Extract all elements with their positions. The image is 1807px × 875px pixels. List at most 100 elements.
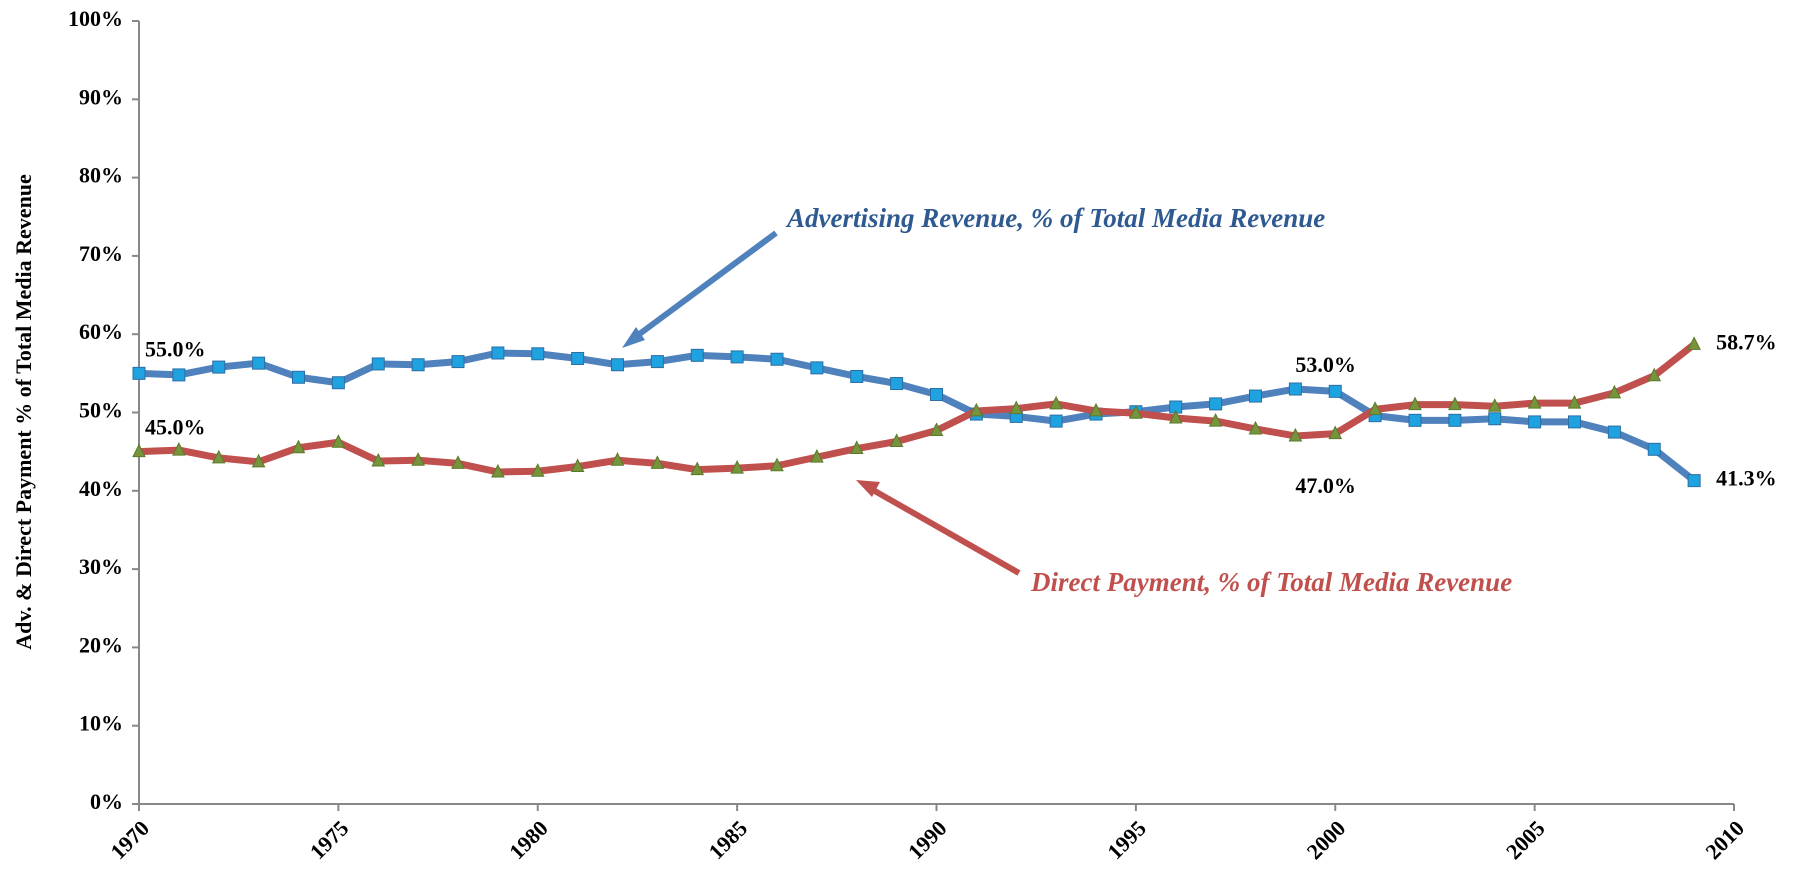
marker (1687, 474, 1701, 488)
y-tick-label: 50% (79, 398, 123, 423)
marker (291, 439, 306, 454)
x-tick-label: 2010 (1700, 815, 1749, 864)
marker (890, 377, 904, 391)
marker (650, 455, 665, 469)
marker (331, 376, 345, 390)
marker (1408, 396, 1422, 411)
marker (611, 358, 624, 372)
marker (1049, 414, 1063, 428)
marker (411, 452, 425, 466)
x-tick-label: 1970 (105, 815, 154, 864)
marker (1089, 402, 1103, 417)
marker (1607, 384, 1622, 399)
y-tick-label: 0% (90, 789, 123, 814)
marker (491, 463, 505, 478)
marker (1528, 415, 1542, 429)
marker (1249, 389, 1262, 403)
marker (1208, 412, 1223, 427)
y-tick-label: 60% (79, 319, 123, 344)
y-tick-label: 90% (79, 84, 123, 109)
series-line (138, 341, 1697, 476)
marker (211, 449, 226, 464)
marker (132, 366, 146, 380)
marker (1368, 401, 1382, 415)
marker (969, 402, 984, 417)
marker (810, 449, 824, 463)
marker (650, 355, 664, 369)
marker (1568, 415, 1581, 429)
data-label: 58.7% (1716, 329, 1777, 354)
marker (1607, 425, 1621, 439)
marker (810, 361, 824, 375)
marker (1129, 405, 1143, 419)
marker (1328, 425, 1343, 440)
marker (411, 358, 425, 372)
marker (1049, 395, 1063, 410)
marker (929, 422, 944, 437)
marker (491, 346, 505, 360)
marker (172, 441, 186, 456)
marker (570, 458, 585, 473)
y-tick-label: 80% (79, 163, 123, 188)
x-tick-label: 1995 (1102, 815, 1151, 864)
marker (571, 351, 585, 365)
series-line (138, 349, 1697, 484)
marker (889, 433, 904, 447)
marker (451, 355, 465, 369)
y-axis-label: Adv. & Direct Payment % of Total Media R… (11, 174, 36, 650)
marker (1487, 398, 1502, 412)
marker (1647, 367, 1662, 382)
annotation: Advertising Revenue, % of Total Media Re… (785, 203, 1325, 233)
marker (530, 463, 545, 477)
x-tick-label: 1975 (305, 815, 354, 864)
y-tick-label: 10% (79, 711, 123, 736)
marker (770, 457, 784, 472)
x-tick-label: 1990 (903, 815, 952, 864)
y-tick-label: 20% (79, 632, 123, 657)
marker (850, 369, 864, 383)
data-label: 55.0% (145, 336, 206, 361)
marker (690, 348, 704, 362)
marker (132, 443, 146, 458)
x-tick-label: 1985 (703, 815, 752, 864)
marker (251, 453, 266, 468)
marker (610, 452, 625, 466)
marker (1687, 336, 1701, 350)
marker (531, 347, 545, 361)
marker (1009, 400, 1024, 415)
marker (730, 459, 744, 474)
marker (1567, 394, 1582, 409)
x-tick-label: 2005 (1501, 815, 1550, 864)
data-label: 41.3% (1716, 466, 1777, 491)
marker (252, 356, 266, 370)
annotation: Direct Payment, % of Total Media Revenue (1030, 567, 1512, 597)
marker (451, 455, 465, 469)
marker (1488, 412, 1502, 426)
marker (1527, 394, 1542, 409)
marker (730, 350, 744, 364)
marker (292, 370, 305, 384)
x-tick-label: 2000 (1302, 815, 1351, 864)
marker (1288, 427, 1303, 442)
marker (1168, 409, 1183, 424)
y-tick-label: 100% (68, 6, 123, 31)
marker (849, 440, 864, 455)
marker (1448, 413, 1462, 427)
y-tick-label: 70% (79, 241, 123, 266)
data-label: 53.0% (1295, 352, 1356, 377)
marker (930, 387, 943, 401)
marker (172, 368, 186, 382)
marker (1288, 382, 1302, 396)
y-tick-label: 30% (79, 554, 123, 579)
marker (690, 461, 705, 476)
marker (1408, 413, 1422, 427)
marker (1248, 420, 1263, 435)
marker (212, 360, 226, 374)
marker (1448, 396, 1462, 411)
marker (1209, 397, 1223, 411)
data-label: 45.0% (145, 415, 206, 440)
marker (1328, 384, 1342, 398)
data-label: 47.0% (1295, 473, 1356, 498)
marker (1647, 442, 1661, 456)
